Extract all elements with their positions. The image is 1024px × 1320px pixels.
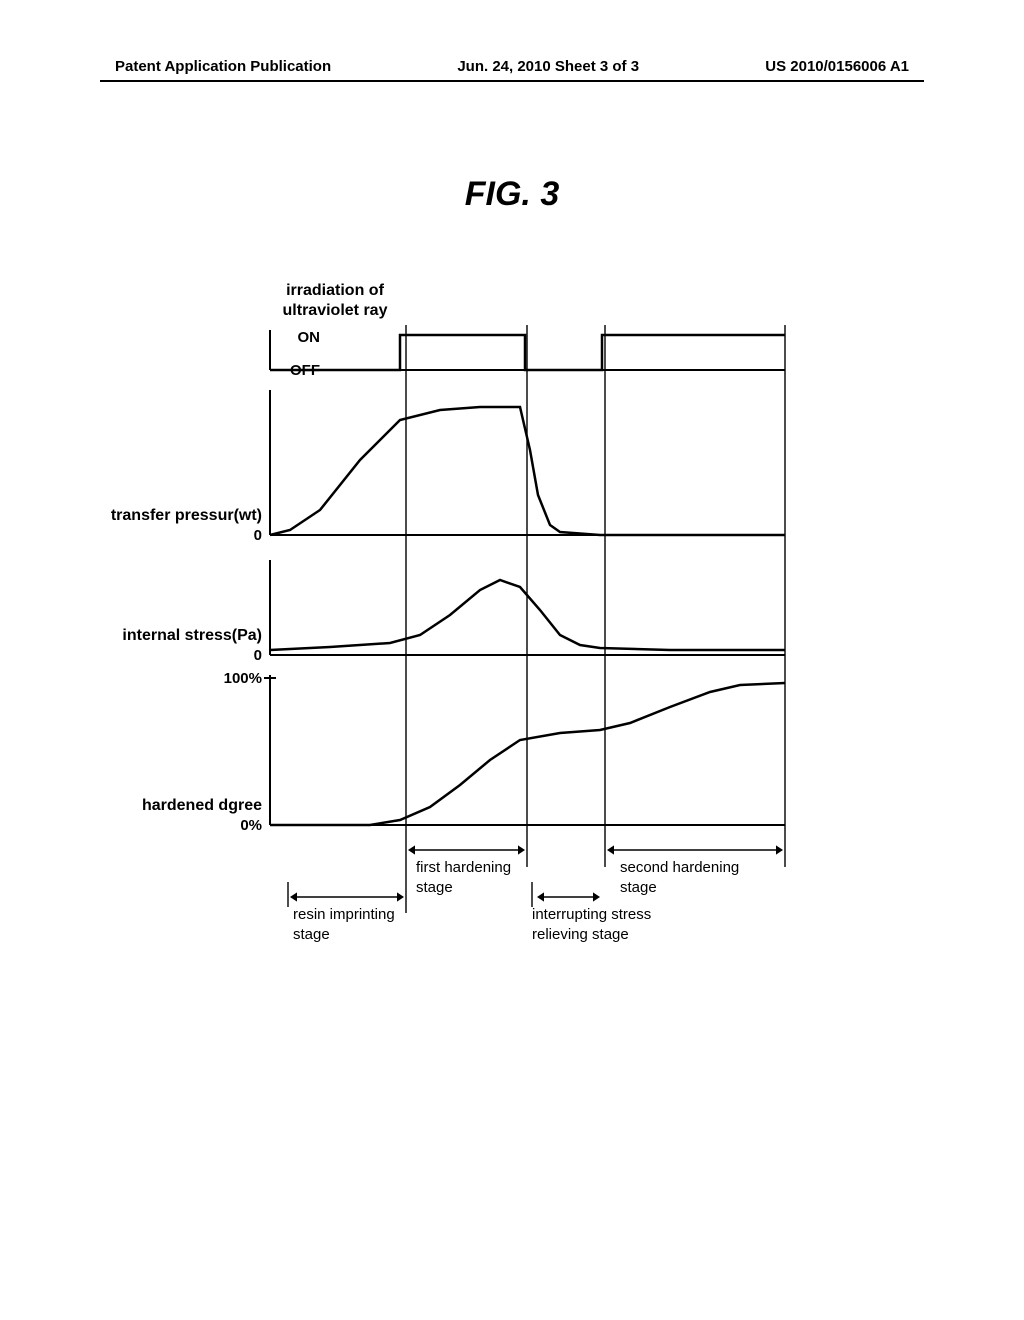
- svg-text:stage: stage: [293, 926, 330, 943]
- svg-text:internal stress(Pa): internal stress(Pa): [122, 627, 262, 644]
- svg-text:first hardening: first hardening: [416, 859, 511, 876]
- header-right: US 2010/0156006 A1: [765, 58, 909, 75]
- svg-text:100%: 100%: [224, 670, 262, 687]
- svg-text:relieving stage: relieving stage: [532, 926, 629, 943]
- svg-text:stage: stage: [620, 879, 657, 896]
- svg-text:0: 0: [254, 647, 262, 664]
- svg-text:hardened dgree: hardened dgree: [142, 797, 262, 814]
- svg-text:irradiation of: irradiation of: [286, 282, 384, 299]
- svg-text:interrupting stress: interrupting stress: [532, 906, 651, 923]
- figure-title: FIG. 3: [0, 175, 1024, 214]
- svg-text:resin imprinting: resin imprinting: [293, 906, 395, 923]
- chart-svg: irradiation ofultraviolet rayONOFFtransf…: [210, 280, 850, 1060]
- svg-text:0%: 0%: [240, 817, 262, 834]
- svg-text:second hardening: second hardening: [620, 859, 739, 876]
- svg-text:transfer pressur(wt): transfer pressur(wt): [111, 507, 262, 524]
- header-left: Patent Application Publication: [115, 58, 331, 75]
- svg-text:0: 0: [254, 527, 262, 544]
- svg-text:stage: stage: [416, 879, 453, 896]
- chart-container: irradiation ofultraviolet rayONOFFtransf…: [210, 280, 850, 1065]
- svg-text:ultraviolet ray: ultraviolet ray: [283, 302, 388, 319]
- header-divider: [100, 80, 924, 82]
- svg-text:ON: ON: [298, 329, 321, 346]
- header-center: Jun. 24, 2010 Sheet 3 of 3: [457, 58, 639, 75]
